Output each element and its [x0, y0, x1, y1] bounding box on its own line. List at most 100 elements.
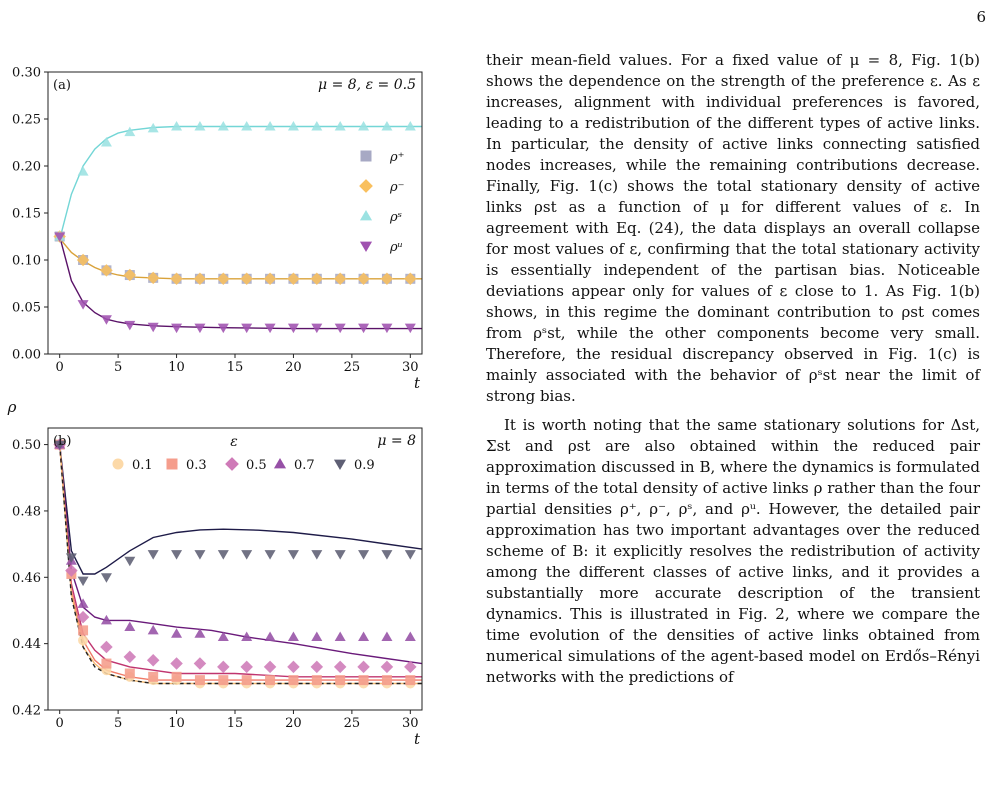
- data-point: [287, 272, 300, 286]
- y-tick-label: 0.30: [12, 66, 41, 81]
- y-tick-label: 0.15: [12, 207, 41, 222]
- data-point: [264, 550, 276, 560]
- data-point: [77, 576, 89, 587]
- data-point: [381, 550, 393, 560]
- legend-marker: [273, 457, 287, 469]
- paragraph: their mean-field values. For a fixed val…: [486, 51, 980, 405]
- data-point: [100, 640, 113, 654]
- legend-label: ρᵘ: [389, 240, 403, 255]
- data-point: [171, 628, 183, 638]
- data-point: [404, 272, 417, 286]
- x-axis-label: t: [414, 374, 421, 392]
- data-point: [147, 322, 159, 333]
- data-point: [100, 573, 112, 583]
- data-point: [264, 121, 276, 131]
- data-point: [357, 272, 370, 286]
- data-point: [147, 624, 159, 635]
- data-point: [123, 650, 137, 664]
- data-point: [76, 610, 90, 624]
- data-point: [241, 550, 253, 560]
- y-tick-label: 0.05: [12, 301, 41, 316]
- y-tick-label: 0.44: [12, 637, 41, 652]
- data-point: [334, 121, 346, 131]
- data-point: [381, 675, 392, 686]
- y-tick-label: 0.48: [12, 504, 41, 519]
- data-point: [54, 232, 66, 242]
- data-point: [404, 660, 417, 674]
- data-point: [77, 166, 89, 176]
- data-point: [241, 323, 253, 334]
- data-point: [310, 660, 324, 674]
- y-tick-label: 0.00: [12, 348, 41, 363]
- data-point: [288, 675, 299, 686]
- data-point: [217, 660, 230, 674]
- legend-label: 0.9: [354, 458, 375, 473]
- paragraph: It is worth noting that the same station…: [486, 416, 980, 686]
- panel-annotation: μ = 8, ε = 0.5: [318, 77, 416, 93]
- data-point: [217, 323, 229, 334]
- x-tick-label: 25: [344, 360, 361, 375]
- legend-label: 0.1: [132, 458, 153, 473]
- x-tick-label: 20: [285, 716, 302, 731]
- data-point: [241, 675, 252, 686]
- x-tick-label: 0: [56, 360, 64, 375]
- data-point: [217, 121, 229, 131]
- fit-line: [59, 444, 423, 665]
- data-point: [100, 264, 113, 277]
- data-point: [100, 137, 112, 147]
- data-point: [170, 657, 183, 670]
- data-point: [101, 658, 112, 669]
- data-point: [265, 675, 276, 686]
- data-point: [54, 440, 66, 451]
- data-point: [171, 121, 183, 131]
- data-point: [404, 121, 416, 131]
- data-point: [148, 671, 159, 682]
- legend-title: ε: [230, 434, 238, 450]
- data-point: [335, 675, 346, 686]
- series-ρᵘ: [54, 232, 416, 334]
- y-tick-label: 0.50: [12, 438, 41, 453]
- x-tick-label: 10: [168, 716, 185, 731]
- legend-marker: [333, 459, 347, 471]
- data-point: [241, 631, 253, 642]
- data-point: [287, 323, 299, 334]
- data-point: [193, 272, 207, 286]
- data-point: [405, 675, 416, 686]
- data-point: [240, 660, 253, 674]
- series-0.5: [53, 438, 417, 674]
- data-point: [78, 635, 89, 646]
- x-axis-label: t: [414, 730, 421, 748]
- data-point: [311, 675, 322, 686]
- data-point: [100, 315, 112, 325]
- data-point: [310, 272, 324, 286]
- data-point: [193, 657, 207, 670]
- figure-1: 0 5 10 15 20 25 300.000.050.100.150.200.250.30…: [7, 66, 423, 748]
- legend-marker: [225, 457, 239, 471]
- data-point: [381, 323, 393, 334]
- data-point: [380, 272, 394, 286]
- legend-marker: [359, 179, 373, 193]
- data-point: [170, 272, 183, 286]
- fit-line: [59, 444, 422, 678]
- series-0.7: [54, 439, 416, 642]
- data-point: [124, 126, 136, 137]
- data-point: [311, 323, 323, 334]
- panel-label: (b): [53, 434, 71, 449]
- data-point: [65, 564, 78, 577]
- y-tick-label: 0.42: [12, 704, 41, 719]
- data-point: [263, 272, 277, 286]
- series-0.9: [54, 440, 416, 587]
- x-tick-label: 5: [114, 360, 122, 375]
- data-point: [380, 660, 394, 674]
- fit-line: [59, 444, 422, 685]
- data-point: [334, 323, 346, 334]
- x-tick-label: 20: [285, 360, 302, 375]
- data-point: [146, 653, 160, 667]
- data-point: [311, 121, 323, 131]
- data-point: [146, 271, 160, 285]
- data-point: [358, 675, 369, 686]
- data-point: [333, 660, 347, 674]
- data-point: [287, 550, 299, 560]
- legend-marker: [359, 209, 373, 221]
- data-point: [404, 323, 416, 334]
